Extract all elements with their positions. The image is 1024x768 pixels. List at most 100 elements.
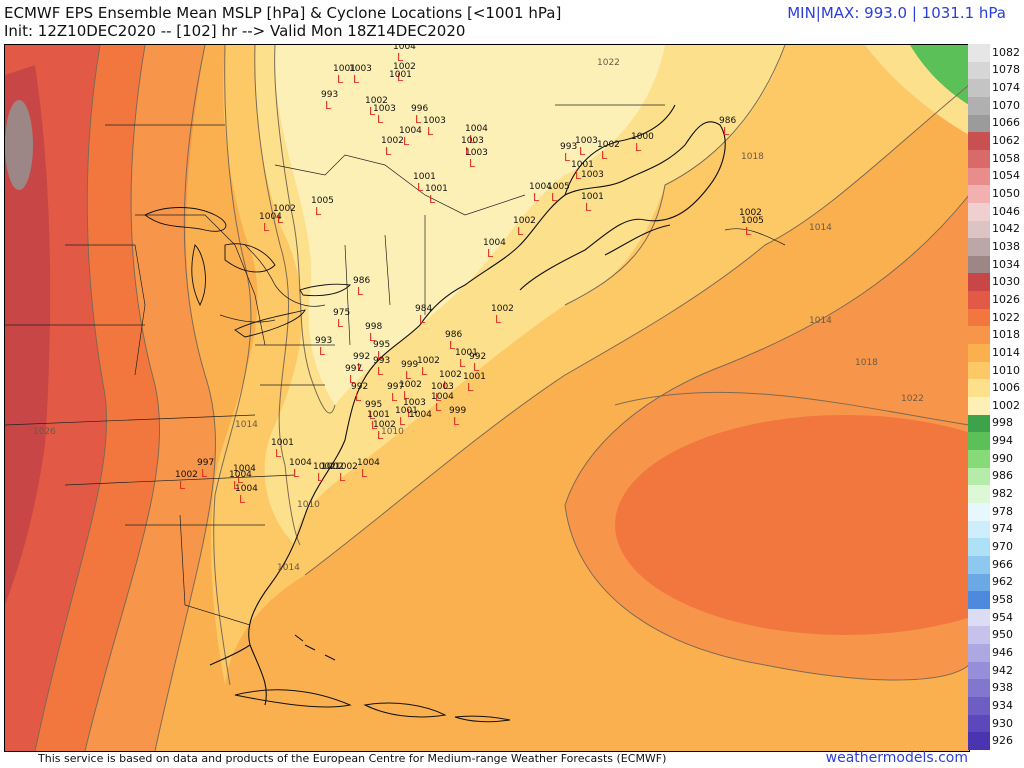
svg-text:1004: 1004 [289, 458, 312, 468]
colorbar-label: 994 [992, 434, 1013, 448]
svg-text:992: 992 [469, 352, 486, 362]
pressure-band-1030-west [5, 65, 51, 605]
svg-text:L: L [487, 247, 494, 260]
caribbean-islands [234, 634, 511, 723]
isobar-label: 1018 [741, 152, 764, 162]
colorbar-swatch [968, 167, 990, 186]
svg-text:1005: 1005 [741, 216, 764, 226]
colorbar-label: 946 [992, 645, 1013, 659]
svg-text:L: L [469, 133, 476, 146]
colorbar-swatch [968, 573, 990, 592]
svg-text:L: L [407, 407, 414, 420]
colorbar-swatch [968, 238, 990, 257]
colorbar-swatch [968, 661, 990, 680]
svg-text:L: L [339, 471, 346, 484]
colorbar-swatch [968, 591, 990, 610]
svg-text:L: L [467, 381, 474, 394]
colorbar-swatch [968, 61, 990, 80]
colorbar-label: 1018 [992, 328, 1020, 342]
svg-text:1002: 1002 [513, 216, 536, 226]
svg-text:L: L [405, 369, 412, 382]
svg-text:L: L [465, 145, 472, 158]
colorbar-swatch [968, 114, 990, 133]
svg-text:L: L [473, 361, 480, 374]
svg-text:1002: 1002 [373, 420, 396, 430]
map-canvas: 1026 1014 1010 1014 1022 1018 1014 1018 … [5, 45, 969, 751]
svg-text:986: 986 [719, 116, 736, 126]
svg-text:1001: 1001 [463, 372, 486, 382]
svg-text:L: L [601, 149, 608, 162]
colorbar-swatch [968, 397, 990, 416]
svg-text:986: 986 [353, 276, 370, 286]
colorbar-label: 1034 [992, 257, 1020, 271]
colorbar-label: 1046 [992, 204, 1020, 218]
colorbar-label: 990 [992, 451, 1013, 465]
political-borders [5, 104, 786, 626]
svg-text:L: L [377, 349, 384, 362]
brand-link[interactable]: weathermodels.com [825, 750, 968, 766]
svg-text:1001: 1001 [367, 410, 390, 420]
svg-text:1002: 1002 [175, 470, 198, 480]
isobar-label: 1014 [277, 563, 300, 573]
svg-text:986: 986 [445, 330, 462, 340]
svg-text:999: 999 [449, 406, 466, 416]
isobar-label: 1010 [297, 500, 320, 510]
svg-text:1004: 1004 [393, 45, 416, 52]
svg-text:1004: 1004 [357, 458, 380, 468]
svg-text:1003: 1003 [575, 136, 598, 146]
svg-text:L: L [385, 145, 392, 158]
svg-text:L: L [293, 467, 300, 480]
colorbar-swatch [968, 432, 990, 451]
svg-text:L: L [417, 181, 424, 194]
colorbar-label: 966 [992, 557, 1013, 571]
colorbar-swatch [968, 149, 990, 169]
svg-text:L: L [357, 285, 364, 298]
svg-text:995: 995 [365, 400, 382, 410]
svg-text:999: 999 [401, 360, 418, 370]
svg-text:L: L [551, 191, 558, 204]
svg-text:1001: 1001 [455, 348, 478, 358]
svg-text:L: L [263, 221, 270, 234]
colorbar-swatch [968, 202, 990, 221]
min-max-readout: MIN|MAX: 993.0 | 1031.1 hPa [787, 4, 1006, 22]
svg-text:L: L [319, 345, 326, 358]
colorbar-swatch [968, 485, 990, 504]
svg-text:1004: 1004 [431, 392, 454, 402]
svg-text:L: L [369, 409, 376, 422]
colorbar-swatch [968, 626, 990, 645]
pressure-map[interactable]: 1026 1014 1010 1014 1022 1018 1014 1018 … [4, 44, 970, 752]
colorbar-label: 942 [992, 663, 1013, 677]
svg-text:L: L [369, 331, 376, 344]
svg-text:L: L [579, 145, 586, 158]
svg-text:1002: 1002 [597, 140, 620, 150]
svg-text:1001: 1001 [413, 172, 436, 182]
svg-text:1003: 1003 [403, 398, 426, 408]
svg-text:1002: 1002 [439, 370, 462, 380]
svg-text:993: 993 [321, 90, 338, 100]
svg-text:997: 997 [197, 458, 214, 468]
svg-text:1004: 1004 [233, 464, 256, 474]
